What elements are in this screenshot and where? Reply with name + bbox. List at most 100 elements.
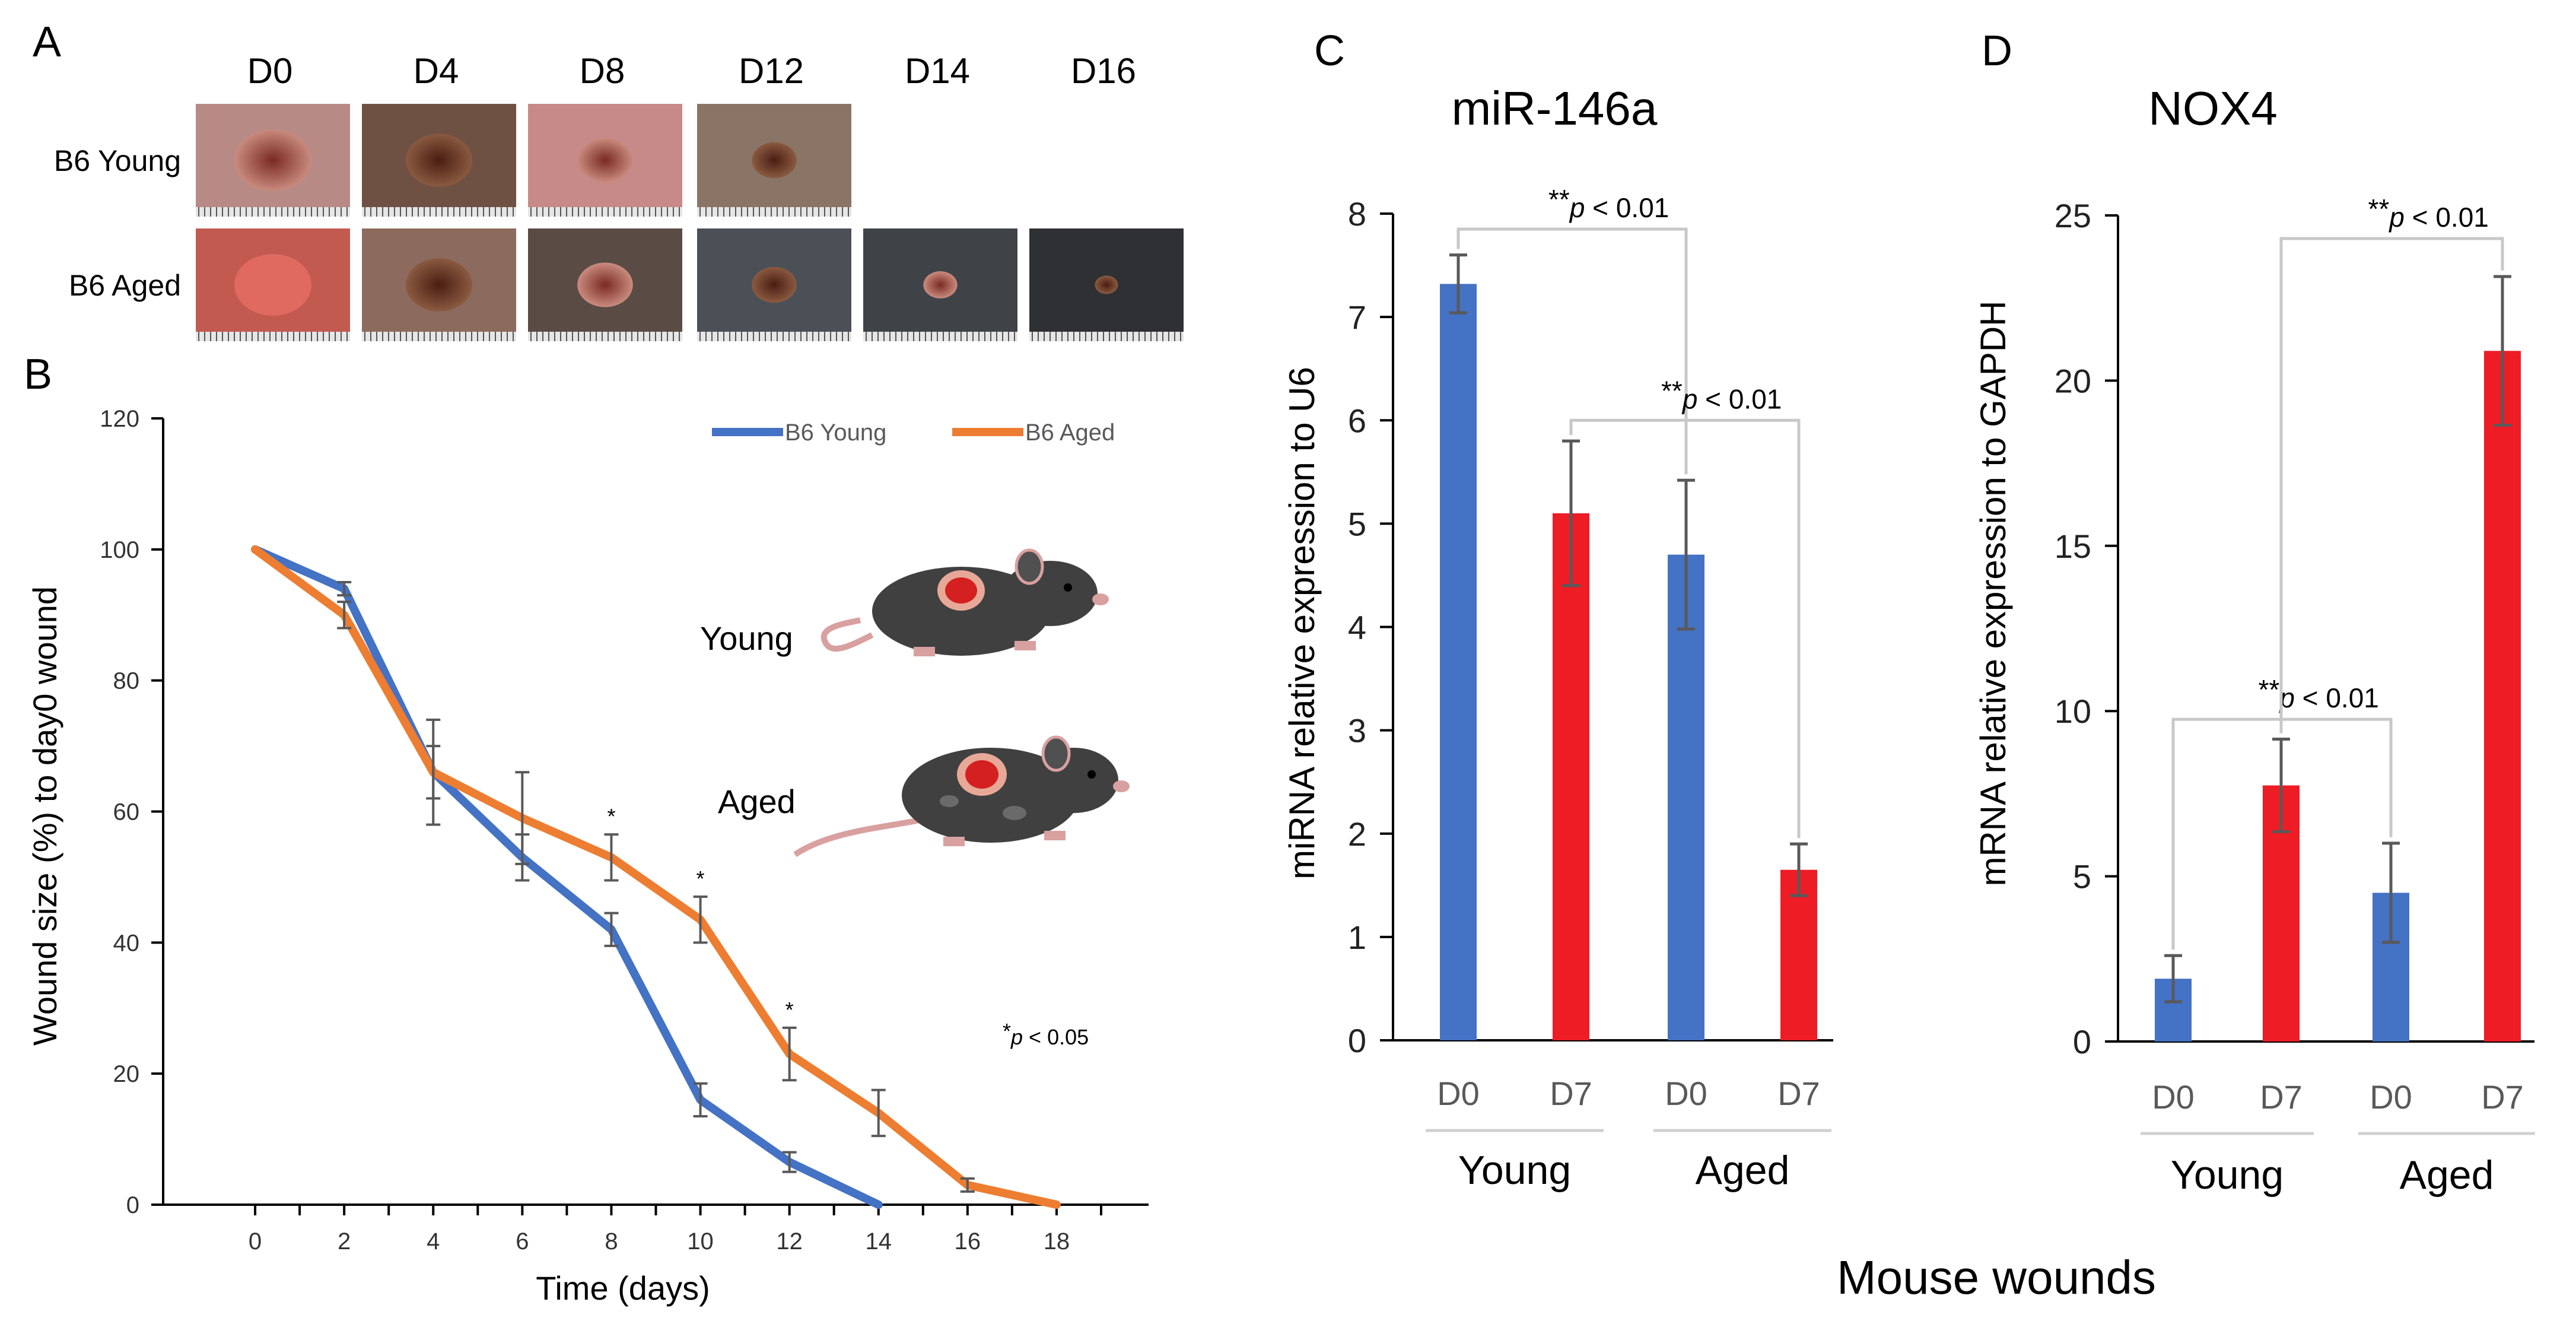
group-label: Young [1458, 1148, 1571, 1193]
wound-lesion [1095, 275, 1118, 294]
ruler-strip [1029, 332, 1184, 341]
y-tick-label: 120 [100, 406, 139, 432]
y-tick-label: 20 [2055, 362, 2091, 399]
young-inset-label: Young [700, 620, 793, 657]
bar [1668, 554, 1704, 1040]
significance-star: * [785, 998, 794, 1022]
legend-label-aged: B6 Aged [1025, 420, 1115, 446]
group-label: Young [2171, 1152, 2284, 1198]
legend-label-young: B6 Young [785, 420, 886, 446]
panel-b-p-text: < 0.05 [1023, 1025, 1089, 1049]
category-label: D0 [1665, 1075, 1707, 1112]
significance-bracket [1456, 227, 1688, 475]
y-tick-label: 5 [1348, 505, 1366, 542]
y-tick-label: 0 [126, 1192, 139, 1218]
aged-inset-label: Aged [718, 783, 796, 820]
wound-lesion [752, 266, 797, 303]
bracket-p-symbol: p [1569, 192, 1585, 223]
x-tick-label: 0 [249, 1228, 262, 1255]
significance-star: * [607, 804, 615, 828]
wound-lesion [234, 254, 311, 316]
wound-lesion [406, 258, 472, 312]
panel-b-p-symbol: p [1010, 1025, 1023, 1049]
y-tick-label: 4 [1348, 609, 1366, 646]
bracket-p-stars: ** [2259, 674, 2280, 705]
y-tick-label: 15 [2055, 528, 2091, 565]
bracket-p-text: < 0.01 [1697, 383, 1782, 414]
ruler-strip [528, 207, 682, 217]
footer-label: Mouse wounds [1837, 1251, 2156, 1304]
ruler-strip [196, 332, 350, 341]
bracket-p-label: **p < 0.01 [1661, 375, 1782, 414]
y-tick-label: 25 [2055, 197, 2091, 234]
significance-bracket [1569, 418, 1801, 839]
panel-label-a: A [33, 18, 61, 66]
x-tick-label: 4 [427, 1228, 440, 1255]
panel-b-series: * * * [251, 545, 1061, 1209]
panel-label-b: B [24, 351, 52, 398]
x-tick-label: 18 [1044, 1228, 1070, 1255]
panel-c-title: miR-146a [1452, 82, 1658, 135]
y-tick-label: 0 [2073, 1023, 2091, 1060]
day-label: D0 [247, 51, 293, 91]
group-label: Aged [2400, 1152, 2494, 1198]
category-label: D0 [2370, 1078, 2412, 1116]
y-tick-label: 2 [1348, 815, 1366, 853]
y-tick-label: 10 [2055, 693, 2091, 730]
x-tick-label: 12 [776, 1228, 803, 1255]
panel-c-ylabel: miRNA relative expression to U6 [1282, 367, 1322, 879]
panel-b-ylabel: Wound size (%) to day0 wound [26, 586, 63, 1046]
x-tick-label: 8 [605, 1228, 618, 1255]
aged-mouse-illustration [793, 735, 1130, 858]
wound-lesion [752, 142, 797, 179]
panel-d-ylabel: mRNA relative expression to GAPDH [1973, 300, 2013, 886]
day-label: D14 [905, 51, 970, 91]
panel-b-axes: 0 20 40 60 80 100 120 0 2 4 6 8 10 12 14 16 18 [100, 406, 1149, 1255]
y-tick-label: 6 [1348, 402, 1366, 439]
y-tick-label: 100 [100, 537, 139, 563]
category-label: D0 [2152, 1078, 2195, 1116]
bracket-p-label: **p < 0.01 [2368, 193, 2489, 233]
category-label: D7 [1777, 1075, 1820, 1112]
ruler-strip [697, 332, 851, 341]
y-tick-label: 60 [113, 799, 140, 825]
category-label: D7 [2481, 1078, 2524, 1116]
wound-lesion [406, 134, 472, 187]
panel-c-bar-chart: miR-146a miRNA relative expression to U6… [1282, 82, 1833, 1193]
y-tick-label: 20 [113, 1061, 140, 1087]
y-tick-label: 80 [113, 668, 140, 694]
bracket-p-label: **p < 0.01 [2259, 674, 2379, 713]
panel-b-line-chart: 0 20 40 60 80 100 120 0 2 4 6 8 10 12 14 16 18 * * * B6 Yo… [26, 406, 1149, 1307]
ruler-strip [528, 332, 682, 341]
wound-lesion [234, 129, 311, 191]
row-label: B6 Aged [69, 269, 181, 302]
bar [1553, 513, 1589, 1040]
row-label: B6 Young [54, 144, 181, 177]
ruler-strip [362, 332, 516, 341]
wound-lesion [577, 138, 633, 183]
category-label: D0 [1437, 1075, 1480, 1112]
significance-bracket [2279, 237, 2504, 733]
panel-label-d: D [1982, 27, 2012, 75]
panel-b-xlabel: Time (days) [536, 1269, 710, 1307]
panel-b-legend: B6 Young B6 Aged [712, 420, 1115, 446]
ruler-strip [196, 207, 350, 217]
y-tick-label: 1 [1348, 919, 1366, 956]
panel-b-p-stars: * [1003, 1019, 1011, 1043]
day-label: D12 [739, 51, 804, 91]
y-tick-label: 40 [113, 930, 140, 956]
bar [1440, 284, 1477, 1040]
bracket-p-label: **p < 0.01 [1548, 184, 1669, 223]
y-tick-label: 7 [1348, 299, 1366, 336]
category-label: D7 [2260, 1078, 2303, 1116]
ruler-strip [863, 332, 1017, 341]
x-tick-label: 10 [687, 1228, 714, 1255]
group-label: Aged [1696, 1148, 1790, 1193]
x-tick-label: 16 [955, 1228, 981, 1255]
wound-lesion [577, 262, 633, 307]
category-label: D7 [1550, 1075, 1592, 1112]
day-label: D4 [414, 51, 459, 91]
